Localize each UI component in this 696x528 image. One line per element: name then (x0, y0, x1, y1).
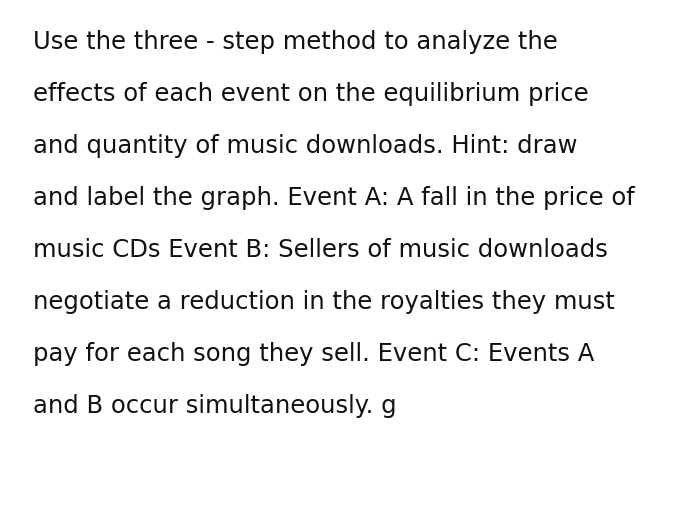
Text: music CDs Event B: Sellers of music downloads: music CDs Event B: Sellers of music down… (33, 238, 608, 262)
Text: Use the three - step method to analyze the: Use the three - step method to analyze t… (33, 30, 557, 54)
Text: pay for each song they sell. Event C: Events A: pay for each song they sell. Event C: Ev… (33, 342, 594, 366)
Text: and quantity of music downloads. Hint: draw: and quantity of music downloads. Hint: d… (33, 134, 578, 158)
Text: negotiate a reduction in the royalties they must: negotiate a reduction in the royalties t… (33, 290, 615, 314)
Text: and label the graph. Event A: A fall in the price of: and label the graph. Event A: A fall in … (33, 186, 635, 210)
Text: and B occur simultaneously. g: and B occur simultaneously. g (33, 394, 397, 418)
Text: effects of each event on the equilibrium price: effects of each event on the equilibrium… (33, 82, 589, 106)
